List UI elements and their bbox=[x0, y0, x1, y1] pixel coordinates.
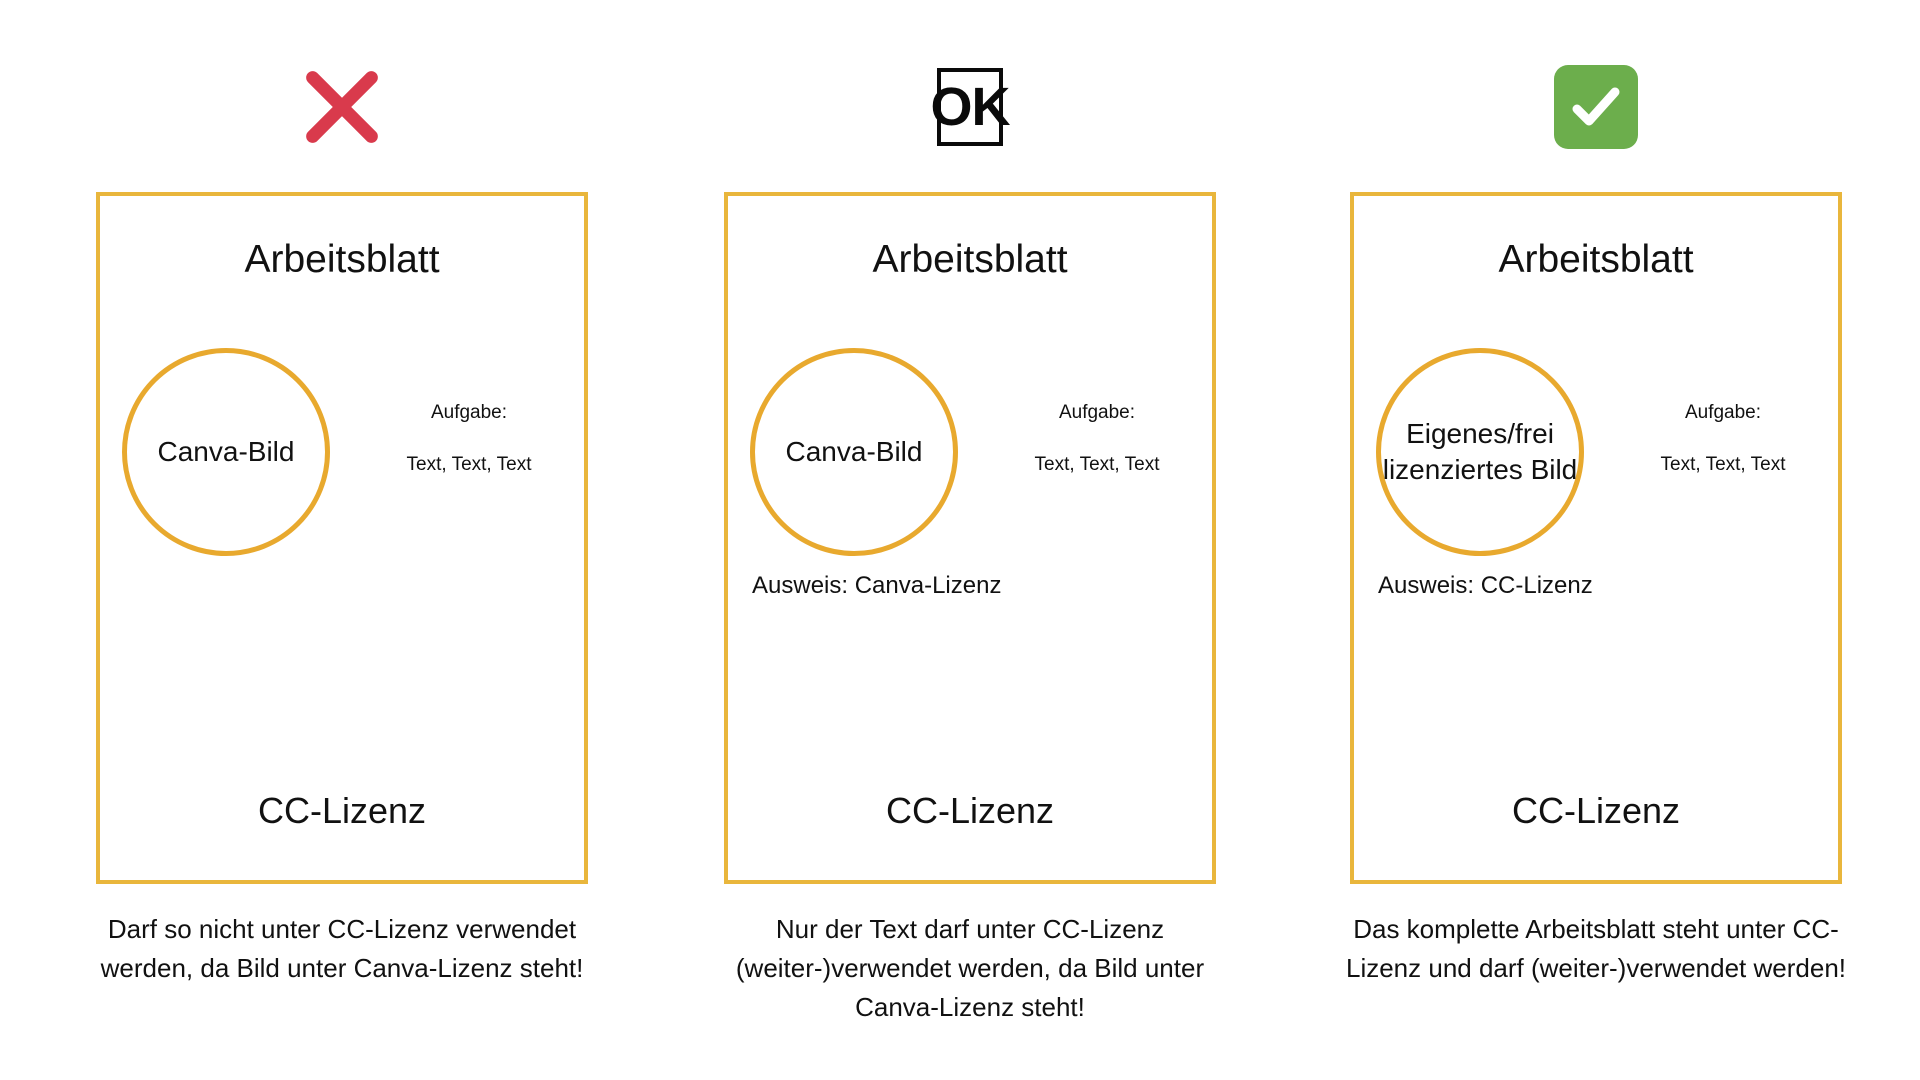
image-license-note: Ausweis: CC-Lizenz bbox=[1378, 572, 1593, 599]
task-heading: Aufgabe: bbox=[1684, 402, 1762, 423]
task-heading: Aufgabe: bbox=[1058, 402, 1136, 423]
task-block: Aufgabe: Text, Text, Text bbox=[1612, 401, 1834, 477]
image-placeholder-circle: Eigenes/frei lizenziertes Bild bbox=[1376, 348, 1584, 556]
scenario-column-allowed: Arbeitsblatt Eigenes/frei lizenziertes B… bbox=[1346, 0, 1846, 1080]
verdict-badge-allowed bbox=[1350, 52, 1842, 162]
scenario-column-not-allowed: Arbeitsblatt Canva-Bild Aufgabe: Text, T… bbox=[96, 0, 588, 1080]
task-heading: Aufgabe: bbox=[430, 402, 508, 423]
worksheet-card-allowed: Arbeitsblatt Eigenes/frei lizenziertes B… bbox=[1350, 192, 1842, 884]
worksheet-title: Arbeitsblatt bbox=[872, 238, 1068, 281]
scenario-caption: Darf so nicht unter CC-Lizenz verwendet … bbox=[100, 914, 584, 983]
image-placeholder-circle: Canva-Bild bbox=[750, 348, 958, 556]
image-placeholder-label: Canva-Bild bbox=[785, 436, 923, 467]
red-cross-icon bbox=[303, 68, 381, 146]
verdict-badge-not-allowed bbox=[96, 52, 588, 162]
ok-box-icon: OK bbox=[931, 68, 1011, 146]
task-body: Text, Text, Text bbox=[1034, 454, 1160, 475]
worksheet-card-not-allowed: Arbeitsblatt Canva-Bild Aufgabe: Text, T… bbox=[96, 192, 588, 884]
worksheet-license-label: CC-Lizenz bbox=[1511, 790, 1681, 831]
worksheet-card-partly-allowed: Arbeitsblatt Canva-Bild Aufgabe: Text, T… bbox=[724, 192, 1216, 884]
image-placeholder-label: Eigenes/frei lizenziertes Bild bbox=[1382, 418, 1578, 485]
ok-box-label: OK bbox=[930, 77, 1011, 137]
verdict-badge-partly-allowed: OK bbox=[724, 52, 1216, 162]
scenario-caption: Nur der Text darf unter CC-Lizenz (weite… bbox=[735, 914, 1205, 1022]
worksheet-license-label: CC-Lizenz bbox=[257, 790, 427, 831]
task-block: Aufgabe: Text, Text, Text bbox=[986, 401, 1208, 477]
image-placeholder-circle: Canva-Bild bbox=[122, 348, 330, 556]
scenario-column-partly-allowed: OK Arbeitsblatt Canva-Bild Aufgabe: Text… bbox=[724, 0, 1216, 1080]
green-check-icon bbox=[1554, 65, 1638, 149]
image-license-note: Ausweis: Canva-Lizenz bbox=[752, 572, 1002, 599]
task-body: Text, Text, Text bbox=[406, 454, 532, 475]
worksheet-title: Arbeitsblatt bbox=[244, 238, 440, 281]
worksheet-license-label: CC-Lizenz bbox=[885, 790, 1055, 831]
worksheet-title: Arbeitsblatt bbox=[1498, 238, 1694, 281]
task-block: Aufgabe: Text, Text, Text bbox=[358, 401, 580, 477]
scenario-caption: Das komplette Arbeitsblatt steht unter C… bbox=[1345, 914, 1847, 983]
task-body: Text, Text, Text bbox=[1660, 454, 1786, 475]
image-placeholder-label: Canva-Bild bbox=[157, 436, 295, 467]
